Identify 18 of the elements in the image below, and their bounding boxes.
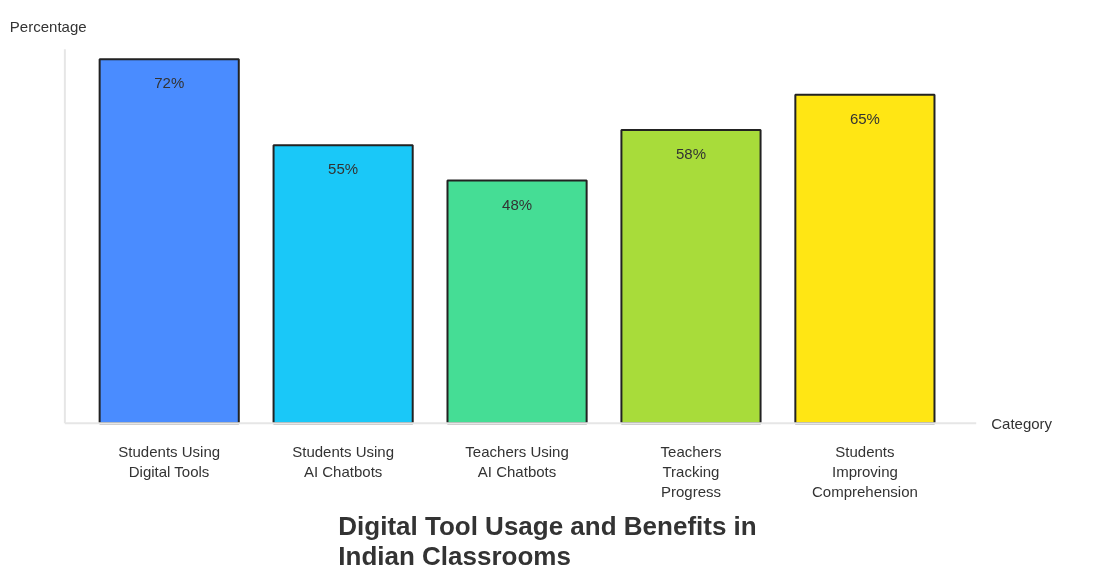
y-axis-title: Percentage [9, 18, 87, 36]
x-axis-title: Category [991, 414, 1053, 432]
bar [272, 144, 414, 425]
x-tick-label: Teachers Tracking Progress [660, 442, 722, 501]
bar [446, 179, 588, 425]
data-label: 58% [675, 145, 707, 163]
data-label: 48% [502, 195, 533, 213]
bar [620, 129, 762, 425]
data-label: 65% [849, 109, 880, 127]
text: Digital Tool Usage and Benefits in Indian Classrooms [338, 510, 757, 571]
data-label: 72% [154, 74, 185, 92]
x-tick-label: Teachers Using AI Chatbots [465, 442, 569, 480]
bar [98, 58, 240, 425]
data-label: 55% [328, 160, 359, 178]
x-tick-label: Students Using AI Chatbots [292, 442, 395, 480]
x-tick-label: Students Using Digital Tools [118, 442, 221, 480]
bar [794, 93, 936, 425]
x-tick-label: Students Improving Comprehension [811, 442, 918, 501]
